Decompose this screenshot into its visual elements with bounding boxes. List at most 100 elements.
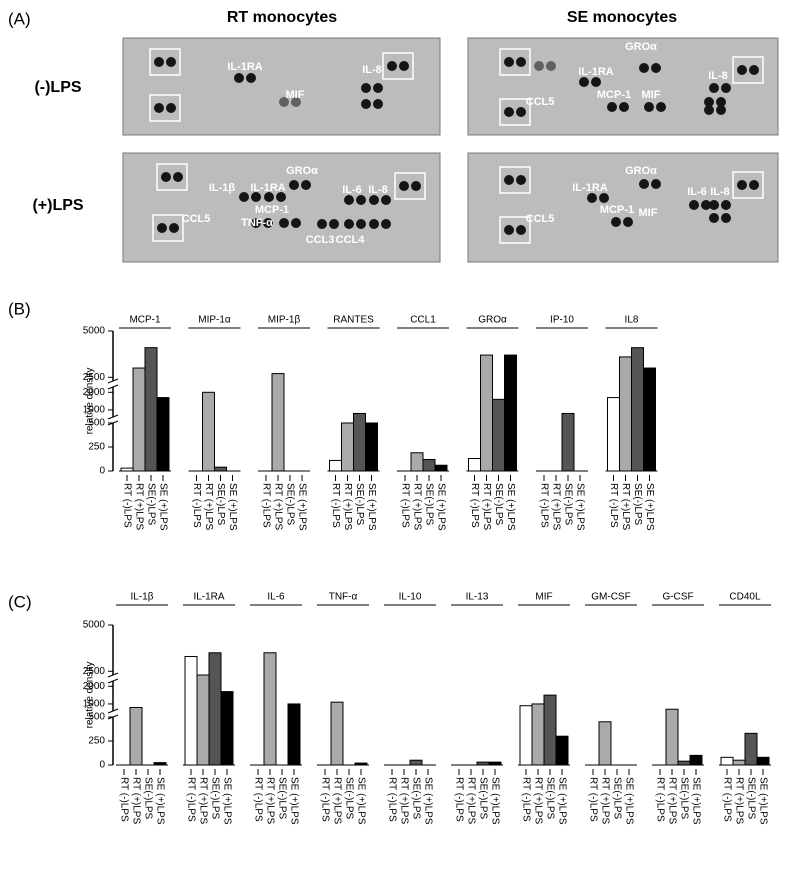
blot-image [122, 37, 441, 136]
bar [156, 397, 170, 472]
y-tick-label: 2000 [83, 387, 106, 398]
blot-spot [317, 219, 327, 229]
spot-label: GROα [286, 165, 318, 177]
group-label: MIP-1β [268, 315, 301, 326]
blot-spot [639, 63, 649, 73]
blot-spot [639, 179, 649, 189]
x-tick-label: RT (-)LPS [538, 483, 549, 528]
y-axis-label: relative density [85, 662, 96, 729]
reference-box [152, 214, 184, 242]
blot-spot [356, 219, 366, 229]
bar [271, 373, 285, 472]
x-tick-label: RT (-)LPS [399, 483, 410, 528]
blot-spot [373, 83, 383, 93]
x-tick-label: SE(-)LPS [423, 483, 434, 526]
x-tick-label: RT (-)LPS [721, 777, 732, 822]
blot-spot [619, 102, 629, 112]
blot-spot [361, 99, 371, 109]
blot-spot [154, 103, 164, 113]
x-tick-label: SE (+)LPS [366, 483, 377, 531]
x-tick-label: SE (+)LPS [154, 777, 165, 825]
group-label: IL-1β [131, 592, 154, 603]
panel-label: (A) [8, 9, 31, 28]
x-tick-label: RT (+)LPS [532, 777, 543, 824]
x-tick-label: SE(-)LPS [493, 483, 504, 526]
reference-box [499, 48, 531, 76]
blot-spot [534, 61, 544, 71]
blot-spot [161, 172, 171, 182]
blot-spot [701, 200, 711, 210]
x-tick-label: RT (-)LPS [121, 483, 132, 528]
blot-spot [721, 200, 731, 210]
blot-spot [516, 175, 526, 185]
bar [354, 762, 368, 766]
blot-spot [721, 213, 731, 223]
y-tick-label: 250 [88, 736, 105, 747]
x-tick-label: RT (-)LPS [185, 777, 196, 822]
blot-spot [737, 180, 747, 190]
bar [153, 762, 167, 766]
blot-spot [737, 65, 747, 75]
spot-label: MCP-1 [255, 204, 289, 216]
x-tick-label: SE(-)LPS [562, 483, 573, 526]
bar [598, 721, 612, 766]
spot-label: GROα [625, 165, 657, 177]
bar [607, 397, 620, 472]
x-tick-label: SE (+)LPS [435, 483, 446, 531]
blot-spot [651, 179, 661, 189]
bar [120, 467, 134, 472]
blot-spot [154, 57, 164, 67]
x-tick-label: RT (+)LPS [133, 483, 144, 530]
bar [480, 354, 493, 472]
spot-label: IL-8 [368, 184, 388, 196]
group-label: MIP-1α [198, 315, 231, 326]
y-tick-label: 1000 [83, 699, 106, 710]
x-tick-label: RT (+)LPS [342, 483, 353, 530]
bar [488, 761, 502, 766]
spot-label: IL-8 [710, 186, 730, 198]
panel-label: (C) [8, 592, 32, 611]
x-tick-label: SE (+)LPS [157, 483, 168, 531]
axis-break [107, 672, 119, 678]
bar [732, 759, 746, 766]
x-tick-label: RT (+)LPS [411, 483, 422, 530]
blot-spot [169, 223, 179, 233]
blot-spot [546, 61, 556, 71]
reference-box [149, 48, 181, 76]
spot-label: IL-1RA [578, 66, 614, 78]
bar [409, 759, 423, 766]
x-tick-label: RT (+)LPS [331, 777, 342, 824]
blot-spot [599, 193, 609, 203]
reference-box [149, 94, 181, 122]
axis-break [107, 378, 119, 384]
blot-spot [344, 219, 354, 229]
bar [756, 756, 770, 766]
bar [144, 347, 158, 472]
blot-spot [644, 102, 654, 112]
spot-label: IL-8 [708, 70, 728, 82]
x-tick-label: SE (+)LPS [296, 483, 307, 531]
axis-break [107, 678, 119, 684]
blot-spot [381, 219, 391, 229]
x-tick-label: RT (-)LPS [386, 777, 397, 822]
row-header: (-)LPS [34, 79, 81, 96]
blot-spot [239, 192, 249, 202]
bar [543, 694, 557, 766]
blot-spot [373, 99, 383, 109]
group-label: IP-10 [550, 315, 574, 326]
blot-spot [166, 103, 176, 113]
group-label: MCP-1 [129, 315, 161, 326]
y-tick-label: 2000 [83, 681, 106, 692]
x-tick-label: RT (+)LPS [481, 483, 492, 530]
group-label: IL-13 [466, 592, 489, 603]
group-label: TNF-α [329, 592, 358, 603]
bar [422, 458, 436, 472]
x-tick-label: SE(-)LPS [142, 777, 153, 820]
x-tick-label: SE (+)LPS [644, 483, 655, 531]
blot-spot [709, 200, 719, 210]
bar [476, 761, 490, 766]
blot-spot [301, 180, 311, 190]
blot-spot [504, 57, 514, 67]
group-label: MIF [535, 592, 552, 603]
bar [341, 422, 354, 472]
